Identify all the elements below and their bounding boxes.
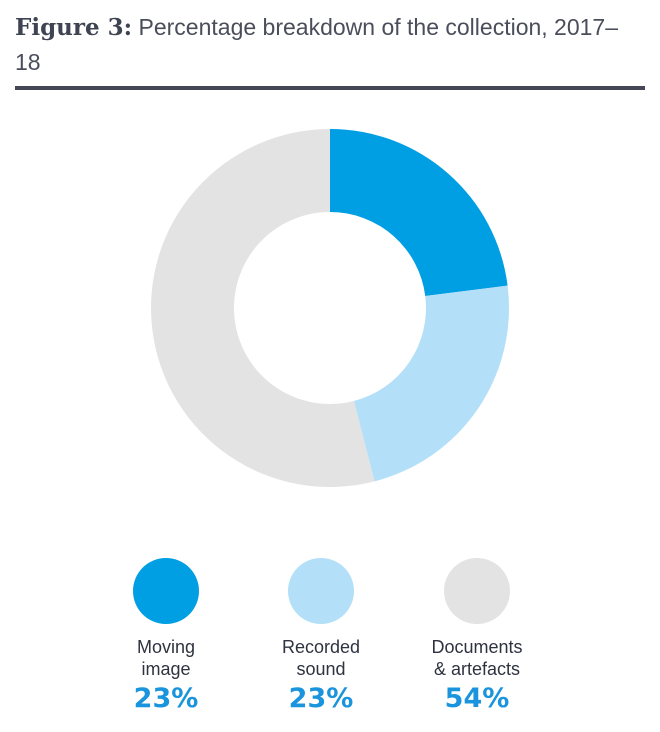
- figure-title: Percentage breakdown of the collection, …: [15, 14, 619, 75]
- legend-value-recorded-sound: 23%: [288, 683, 354, 714]
- figure-heading: Figure 3: Percentage breakdown of the co…: [15, 10, 635, 79]
- legend-label-recorded-sound: Recorded sound: [281, 637, 361, 679]
- donut-slice-recorded-sound: [353, 285, 509, 482]
- figure-label: Figure 3:: [15, 14, 133, 41]
- donut-slice-moving-image: [330, 129, 508, 296]
- legend-swatch-recorded-sound: [288, 558, 354, 624]
- donut-slice-documents-artefacts: [150, 129, 375, 487]
- legend-item-recorded-sound: Recorded sound 23%: [241, 558, 401, 716]
- heading-divider: [15, 86, 645, 90]
- legend-item-moving-image: Moving image 23%: [86, 558, 246, 716]
- legend-value-moving-image: 23%: [133, 683, 199, 714]
- legend-label-moving-image: Moving image: [136, 637, 196, 679]
- legend-swatch-documents-artefacts: [444, 558, 510, 624]
- legend-item-documents-artefacts: Documents & artefacts 54%: [397, 558, 557, 716]
- legend-swatch-moving-image: [133, 558, 199, 624]
- legend-label-documents-artefacts: Documents & artefacts: [431, 637, 523, 679]
- legend-value-documents-artefacts: 54%: [444, 683, 510, 714]
